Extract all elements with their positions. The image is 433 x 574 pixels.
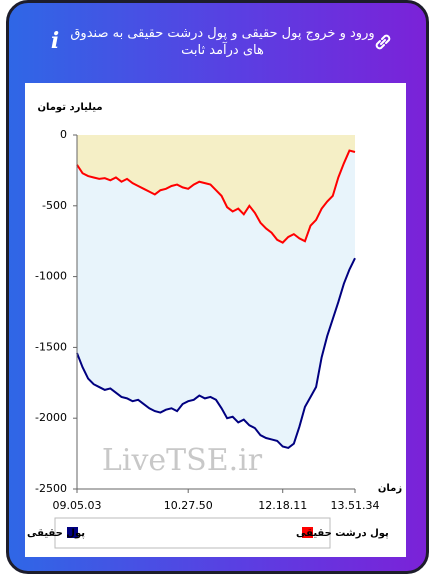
- x-axis-label: زمان: [378, 483, 402, 494]
- series-line: [76, 149, 356, 244]
- y-tick-label: -1000: [35, 270, 67, 283]
- y-tick-label: -1500: [35, 340, 67, 353]
- x-tick-label: 13.51.34: [331, 499, 380, 512]
- legend-swatch: [302, 527, 313, 538]
- y-axis-label: میلیارد تومان: [37, 102, 102, 113]
- legend-box: [54, 517, 331, 549]
- y-tick-label: -2500: [35, 482, 67, 495]
- header-title: ورود و خروج پول حقیقی و پول درشت حقیقی ب…: [70, 26, 375, 58]
- info-icon[interactable]: i: [43, 27, 73, 57]
- watermark: LiveTSE.ir: [102, 443, 263, 478]
- legend-label: پول درشت حقیقی: [296, 528, 389, 539]
- x-tick-label: 09.05.03: [53, 499, 102, 512]
- series-line: [76, 257, 356, 450]
- svg-text:i: i: [51, 28, 59, 54]
- y-tick-label: -2000: [35, 411, 67, 424]
- x-tick-label: 10.27.50: [164, 499, 213, 512]
- y-tick-label: -500: [42, 199, 67, 212]
- legend-label: پول حقیقی: [27, 528, 85, 539]
- legend-swatch: [67, 527, 78, 538]
- y-tick-label: 0: [60, 128, 67, 141]
- x-tick-label: 12.18.11: [258, 499, 307, 512]
- link-icon[interactable]: [372, 31, 394, 53]
